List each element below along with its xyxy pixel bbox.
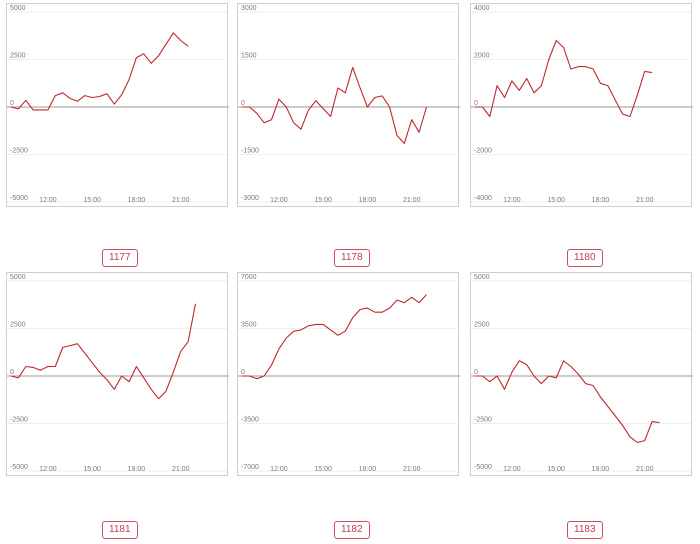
series-line <box>242 66 428 144</box>
y-tick-label: -2000 <box>474 148 492 155</box>
chart-id-badge[interactable]: 1182 <box>334 521 370 539</box>
line-chart: 3000 1500 0 -1500 -3000 12:00 15:00 18:00 21:00 <box>238 5 460 204</box>
y-tick-label: -2500 <box>474 417 492 424</box>
y-tick-label: 3500 <box>241 322 257 329</box>
x-tick-label: 21:00 <box>636 197 654 204</box>
y-tick-label: 0 <box>474 100 478 107</box>
x-tick-label: 12:00 <box>39 466 57 473</box>
series-line <box>242 294 427 380</box>
chart-panel-1178: 3000 1500 0 -1500 -3000 12:00 15:00 18:00 21:00 <box>237 3 460 207</box>
y-tick-label: 1500 <box>241 53 257 60</box>
chart-panel-1183: 5000 2500 0 -2500 -5000 12:00 15:00 18:00 21:00 <box>470 272 693 476</box>
x-tick-label: 12:00 <box>503 466 521 473</box>
y-tick-label: 2000 <box>474 53 490 60</box>
chart-panel-1182: 7000 3500 0 -3500 -7000 12:00 15:00 18:00 21:00 <box>237 272 460 476</box>
y-tick-label: 0 <box>241 369 245 376</box>
x-tick-label: 15:00 <box>314 197 332 204</box>
chart-id-badge[interactable]: 1183 <box>567 521 603 539</box>
x-tick-label: 21:00 <box>403 466 421 473</box>
y-tick-label: -7000 <box>241 464 259 471</box>
y-tick-label: 2500 <box>10 322 26 329</box>
chart-panel-1180: 4000 2000 0 -2000 -4000 12:00 15:00 18:00 21:00 <box>470 3 693 207</box>
x-tick-label: 12:00 <box>39 197 57 204</box>
chart-id-badge[interactable]: 1177 <box>102 249 138 267</box>
y-tick-label: 2500 <box>10 53 26 60</box>
x-tick-label: 15:00 <box>547 197 565 204</box>
series-line <box>10 303 197 400</box>
x-tick-label: 21:00 <box>172 197 190 204</box>
y-tick-label: -2500 <box>10 148 28 155</box>
y-tick-label: -3000 <box>241 195 259 202</box>
x-tick-label: 18:00 <box>359 466 377 473</box>
y-tick-label: 0 <box>241 100 245 107</box>
y-tick-label: -5000 <box>474 464 492 471</box>
x-tick-label: 21:00 <box>403 197 421 204</box>
y-tick-label: 0 <box>10 369 14 376</box>
line-chart: 5000 2500 0 -2500 -5000 12:00 15:00 18:00 21:00 <box>7 5 229 204</box>
chart-id-badge[interactable]: 1178 <box>334 249 370 267</box>
y-tick-label: -3500 <box>241 417 259 424</box>
y-tick-label: 5000 <box>10 5 26 12</box>
y-tick-label: 0 <box>10 100 14 107</box>
line-chart: 4000 2000 0 -2000 -4000 12:00 15:00 18:00 21:00 <box>471 5 693 204</box>
x-tick-label: 21:00 <box>636 466 654 473</box>
y-tick-label: -1500 <box>241 148 259 155</box>
x-tick-label: 18:00 <box>592 466 610 473</box>
x-tick-label: 12:00 <box>503 197 521 204</box>
x-tick-label: 15:00 <box>83 197 101 204</box>
x-tick-label: 12:00 <box>270 197 288 204</box>
chart-id-badge[interactable]: 1181 <box>102 521 138 539</box>
x-tick-label: 18:00 <box>128 197 146 204</box>
series-line <box>10 32 189 111</box>
y-tick-label: 4000 <box>474 5 490 12</box>
chart-panel-1181: 5000 2500 0 -2500 -5000 12:00 15:00 18:00 21:00 <box>6 272 229 476</box>
x-tick-label: 15:00 <box>314 466 332 473</box>
x-tick-label: 15:00 <box>83 466 101 473</box>
chart-id-badge[interactable]: 1180 <box>567 249 603 267</box>
x-tick-label: 15:00 <box>547 466 565 473</box>
y-tick-label: 3000 <box>241 5 257 12</box>
y-tick-label: -5000 <box>10 195 28 202</box>
x-tick-label: 12:00 <box>270 466 288 473</box>
y-tick-label: -4000 <box>474 195 492 202</box>
series-line <box>475 360 660 444</box>
line-chart: 5000 2500 0 -2500 -5000 12:00 15:00 18:00 21:00 <box>471 274 693 473</box>
y-tick-label: 5000 <box>474 274 490 281</box>
y-tick-label: -5000 <box>10 464 28 471</box>
x-tick-label: 18:00 <box>359 197 377 204</box>
y-tick-label: -2500 <box>10 417 28 424</box>
chart-panel-1177: 5000 2500 0 -2500 -5000 12:00 15:00 18:00 21:00 <box>6 3 229 207</box>
y-tick-label: 5000 <box>10 274 26 281</box>
x-tick-label: 18:00 <box>592 197 610 204</box>
y-tick-label: 7000 <box>241 274 257 281</box>
line-chart: 7000 3500 0 -3500 -7000 12:00 15:00 18:00 21:00 <box>238 274 460 473</box>
series-line <box>475 39 653 118</box>
x-tick-label: 18:00 <box>128 466 146 473</box>
x-tick-label: 21:00 <box>172 466 190 473</box>
y-tick-label: 2500 <box>474 322 490 329</box>
line-chart: 5000 2500 0 -2500 -5000 12:00 15:00 18:00 21:00 <box>7 274 229 473</box>
y-tick-label: 0 <box>474 369 478 376</box>
